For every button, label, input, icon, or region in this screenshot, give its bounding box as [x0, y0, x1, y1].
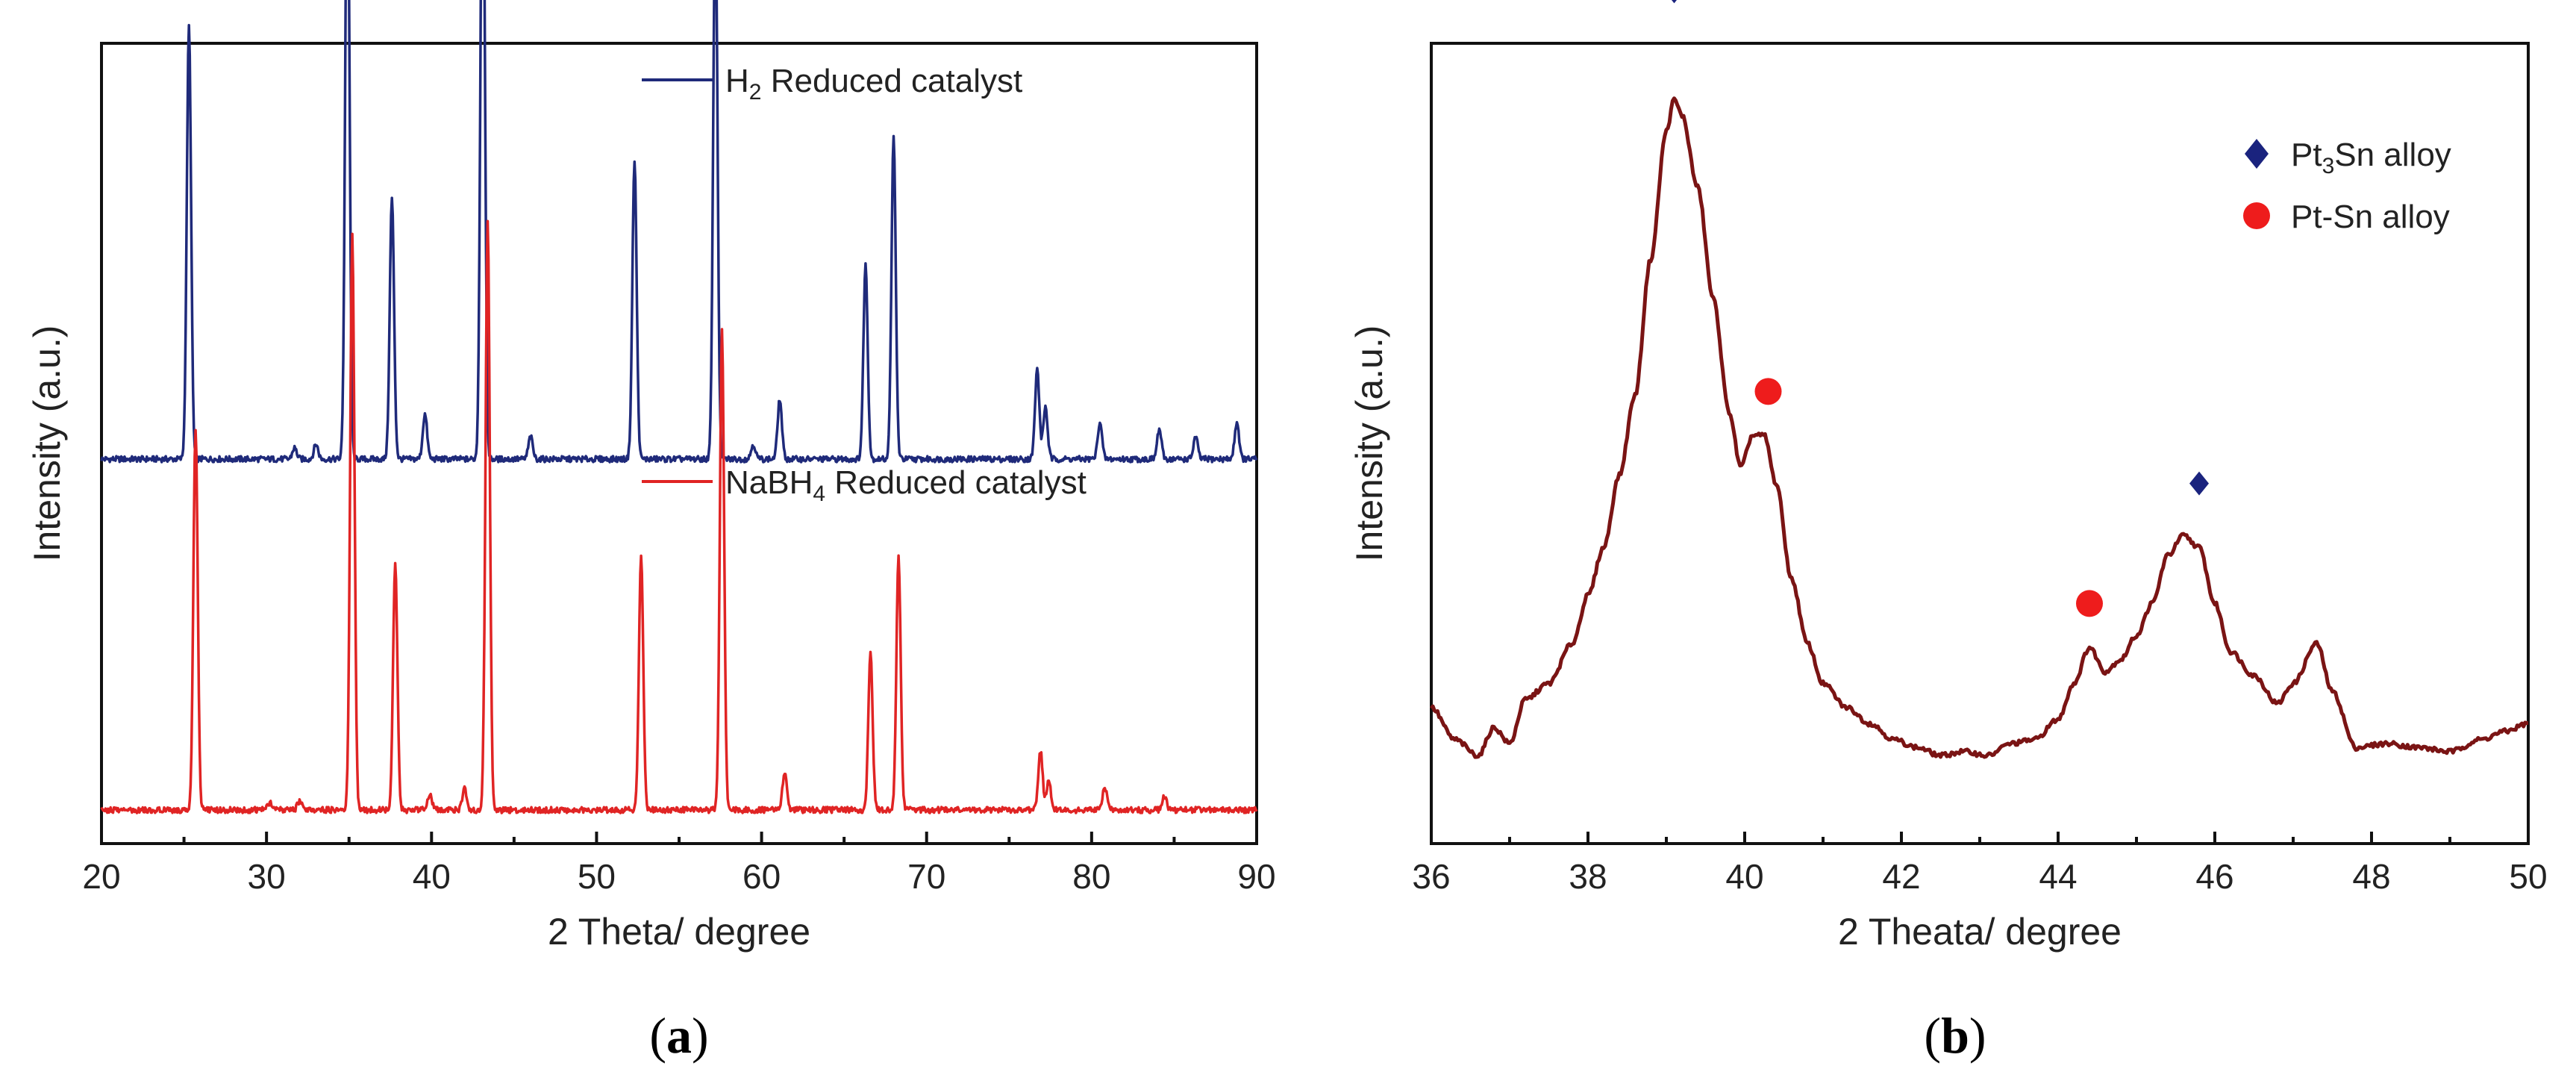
x-tick-label: 38	[1569, 857, 1607, 896]
legend-label-h2: H2 Reduced catalyst	[725, 63, 1022, 105]
series-line-xrd	[1429, 96, 2529, 759]
x-tick-label: 30	[248, 857, 286, 896]
x-tick-label: 40	[1725, 857, 1763, 896]
x-tick-label: 50	[2509, 857, 2547, 896]
series-group-b	[1429, 96, 2529, 759]
marker-group-b	[1671, 0, 2209, 617]
ptsn-marker	[2076, 590, 2103, 617]
x-tick-label: 20	[82, 857, 120, 896]
x-tick-label: 42	[1882, 857, 1920, 896]
legend-symbol-pt3sn	[2245, 139, 2269, 169]
series-line-h2	[100, 0, 1258, 464]
panel-label-b: (b)	[1924, 1007, 1986, 1064]
x-axis-ticks-a: 20 30 40 50 60 70 80 90	[82, 832, 1276, 896]
legend-label-nabh4: NaBH4 Reduced catalyst	[725, 464, 1087, 506]
x-tick-label: 44	[2039, 857, 2077, 896]
plot-frame-a	[100, 42, 1258, 845]
x-axis-title-b: 2 Theata/ degree	[1838, 911, 2122, 953]
x-axis-title-a: 2 Theta/ degree	[548, 911, 810, 953]
y-axis-title-a: Intensity (a.u.)	[26, 325, 68, 562]
y-axis-title-b: Intensity (a.u.)	[1348, 325, 1390, 562]
series-group-a	[100, 0, 1258, 814]
x-tick-label: 50	[578, 857, 616, 896]
pt3sn-marker	[1671, 0, 1678, 4]
panel-b: 36 38 40 42 44 46 48 50 Pt3Sn alloy Pt-Sn alloy…	[1348, 0, 2548, 1064]
x-axis-ticks-b: 36 38 40 42 44 46 48 50	[1412, 832, 2548, 896]
panel-a: 20 30 40 50 60 70 80 90 H2 Reduced catalyst NaB…	[26, 0, 1276, 1064]
x-tick-label: 70	[907, 857, 945, 896]
x-tick-label: 80	[1072, 857, 1110, 896]
series-line-nabh4	[100, 219, 1258, 814]
x-tick-label: 46	[2195, 857, 2233, 896]
legend-symbol-ptsn	[2243, 202, 2270, 229]
ptsn-marker	[1754, 378, 1782, 405]
x-tick-label: 36	[1412, 857, 1450, 896]
pt3sn-marker	[2189, 471, 2209, 496]
x-tick-label: 48	[2352, 857, 2390, 896]
legend-label-ptsn: Pt-Sn alloy	[2291, 199, 2450, 235]
legend-a: H2 Reduced catalyst NaBH4 Reduced cataly…	[642, 63, 1087, 506]
x-tick-label: 60	[743, 857, 781, 896]
x-tick-label: 90	[1237, 857, 1275, 896]
legend-label-pt3sn: Pt3Sn alloy	[2291, 137, 2451, 178]
legend-b: Pt3Sn alloy Pt-Sn alloy	[2243, 137, 2451, 235]
panel-label-a: (a)	[649, 1007, 708, 1064]
x-tick-label: 40	[413, 857, 451, 896]
